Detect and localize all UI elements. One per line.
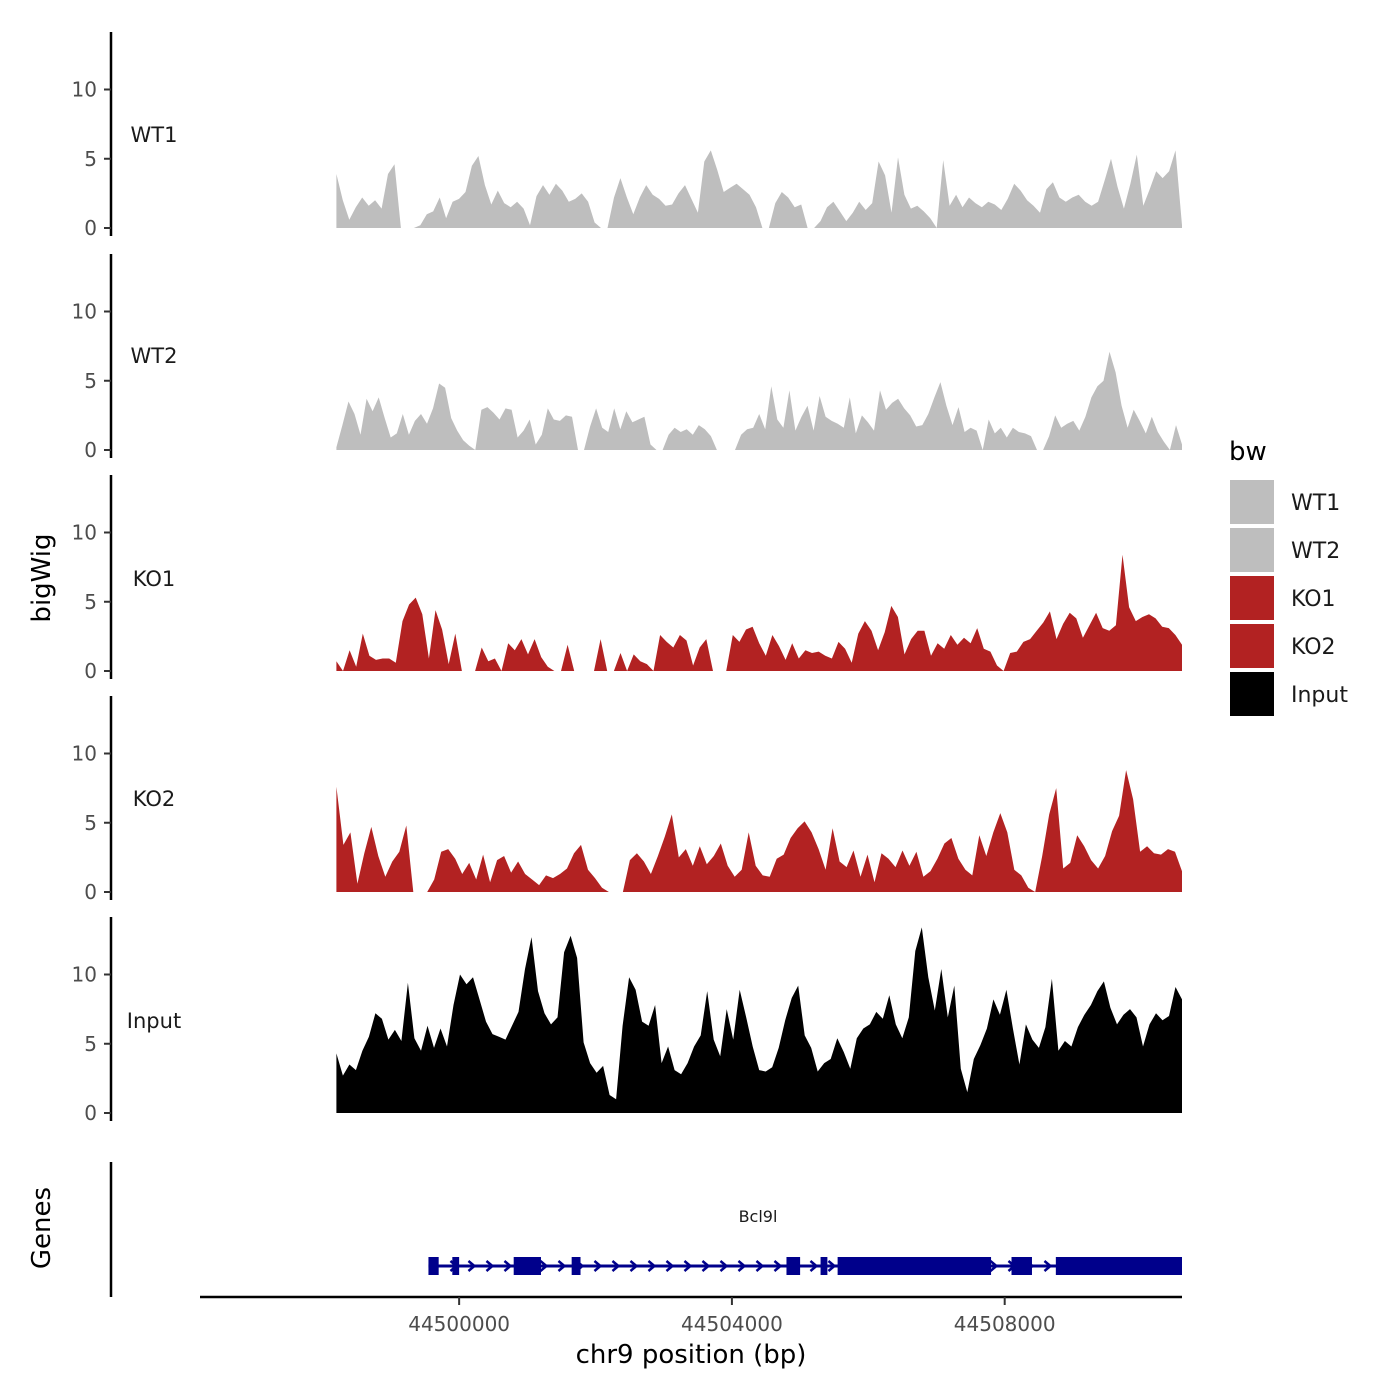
y-tick-label: 10 <box>72 300 97 324</box>
track-ko1: 0 5 10 KO1 <box>72 475 1182 683</box>
strand-arrow <box>737 1260 747 1272</box>
y-tick-label: 0 <box>84 659 97 683</box>
y-tick-label: 0 <box>84 216 97 240</box>
coverage-area-ko2 <box>336 770 1182 892</box>
y-tick-label: 5 <box>84 369 97 393</box>
x-tick-label: 44500000 <box>408 1312 510 1336</box>
legend-swatch-wt1 <box>1230 480 1274 524</box>
y-tick-label: 10 <box>72 742 97 766</box>
exon-block <box>820 1257 828 1275</box>
legend-item-wt2: WT2 <box>1230 528 1340 572</box>
exon-block <box>1011 1257 1032 1275</box>
legend-item-input: Input <box>1230 672 1348 716</box>
y-tick-label: 0 <box>84 880 97 904</box>
legend: bw WT1 WT2 KO1 KO2 Input <box>1229 437 1348 716</box>
track-wt2: 0 5 10 WT2 <box>72 254 1182 462</box>
legend-items: WT1 WT2 KO1 KO2 Input <box>1230 480 1348 716</box>
strand-arrow <box>629 1260 639 1272</box>
strand-arrow <box>827 1260 837 1272</box>
coverage-tracks: 0 5 10 WT1 0 5 10 WT2 0 5 10 KO1 0 5 10 KO2 0 5 10 Input <box>72 32 1182 1125</box>
coverage-area-ko1 <box>336 554 1182 671</box>
y-tick-label: 5 <box>84 1032 97 1056</box>
exon-block <box>428 1257 439 1275</box>
y-tick-label: 10 <box>72 78 97 102</box>
strand-arrow <box>755 1260 765 1272</box>
legend-swatch-input <box>1230 672 1274 716</box>
legend-label-ko1: KO1 <box>1291 587 1336 612</box>
strand-arrow <box>665 1260 675 1272</box>
track-label-wt2: WT2 <box>131 344 178 368</box>
strand-arrow <box>611 1260 621 1272</box>
exon-block <box>837 1257 992 1275</box>
exon-block <box>786 1257 801 1275</box>
legend-title: bw <box>1229 437 1267 467</box>
strand-arrow <box>719 1260 729 1272</box>
legend-label-wt2: WT2 <box>1291 539 1340 564</box>
y-tick-label: 5 <box>84 147 97 171</box>
coverage-area-input <box>336 927 1182 1113</box>
x-tick-label: 44508000 <box>954 1312 1056 1336</box>
strand-arrow <box>593 1260 603 1272</box>
track-label-wt1: WT1 <box>131 123 178 147</box>
y-tick-label: 10 <box>72 963 97 987</box>
y-tick-label: 0 <box>84 1101 97 1125</box>
x-tick-label: 44504000 <box>681 1312 783 1336</box>
strand-arrow <box>809 1260 819 1272</box>
exon-block <box>1055 1257 1182 1275</box>
exon-block <box>513 1257 541 1275</box>
y-tick-label: 5 <box>84 811 97 835</box>
gene-model-bcl9l <box>428 1257 1182 1275</box>
y-tick-label: 5 <box>84 590 97 614</box>
track-input: 0 5 10 Input <box>72 917 1182 1125</box>
gene-panel: Genes Bcl9l <box>27 1162 1182 1297</box>
strand-arrow <box>647 1260 657 1272</box>
track-label-ko1: KO1 <box>133 567 176 591</box>
legend-item-ko2: KO2 <box>1230 624 1336 668</box>
strand-arrow <box>989 1260 999 1272</box>
exon-block <box>571 1257 581 1275</box>
gene-panel-title: Genes <box>27 1187 57 1269</box>
strand-arrow <box>683 1260 693 1272</box>
y-axis-title: bigWig <box>27 533 57 622</box>
exon-block <box>452 1257 460 1275</box>
x-axis: 44500000 44504000 44508000 chr9 position (… <box>200 1295 1182 1370</box>
legend-swatch-ko2 <box>1230 624 1274 668</box>
legend-item-wt1: WT1 <box>1230 480 1340 524</box>
legend-label-ko2: KO2 <box>1291 635 1336 660</box>
strand-arrow <box>701 1260 711 1272</box>
strand-arrow <box>485 1260 495 1272</box>
gene-name-label: Bcl9l <box>739 1207 778 1226</box>
track-wt1: 0 5 10 WT1 <box>72 32 1182 240</box>
legend-swatch-wt2 <box>1230 528 1274 572</box>
coverage-area-wt1 <box>336 150 1182 228</box>
y-tick-label: 0 <box>84 438 97 462</box>
x-axis-ticks: 44500000 44504000 44508000 <box>408 1297 1056 1336</box>
legend-label-input: Input <box>1291 683 1348 708</box>
strand-arrow <box>503 1260 513 1272</box>
strand-arrow <box>557 1260 567 1272</box>
legend-swatch-ko1 <box>1230 576 1274 620</box>
track-ko2: 0 5 10 KO2 <box>72 696 1182 904</box>
x-axis-title: chr9 position (bp) <box>576 1340 807 1370</box>
y-tick-label: 10 <box>72 521 97 545</box>
strand-arrow <box>467 1260 477 1272</box>
legend-item-ko1: KO1 <box>1230 576 1336 620</box>
coverage-area-wt2 <box>336 351 1182 450</box>
strand-arrow <box>539 1260 549 1272</box>
strand-arrow <box>1043 1260 1053 1272</box>
strand-arrow <box>773 1260 783 1272</box>
track-label-ko2: KO2 <box>133 787 176 811</box>
legend-label-wt1: WT1 <box>1291 491 1340 516</box>
track-label-input: Input <box>127 1009 181 1033</box>
